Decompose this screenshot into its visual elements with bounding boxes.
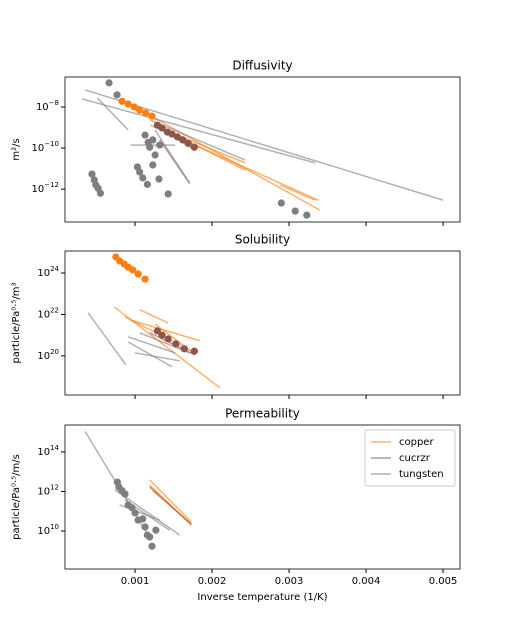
data-point: [149, 136, 157, 144]
data-line: [130, 319, 200, 342]
data-point: [173, 133, 182, 141]
y-tick-label: 10−10: [31, 140, 59, 154]
data-point: [139, 174, 147, 182]
data-point: [179, 136, 187, 144]
x-tick-label: 0.004: [352, 576, 381, 587]
data-point: [164, 335, 172, 343]
data-line: [84, 89, 444, 201]
data-line: [134, 352, 180, 362]
data-point: [134, 270, 142, 278]
data-line: [149, 479, 192, 523]
axes-frame: [64, 76, 461, 223]
data-point: [155, 175, 163, 183]
data-point: [121, 490, 129, 498]
legend-box: [364, 429, 456, 487]
data-line: [139, 308, 169, 324]
chart-title: Solubility: [235, 233, 290, 247]
data-point: [164, 190, 172, 198]
plot-area: [87, 253, 221, 389]
data-point: [136, 168, 144, 176]
data-line: [130, 104, 321, 211]
data-point: [146, 143, 154, 151]
chart-title: Permeability: [225, 407, 300, 421]
data-line: [127, 336, 176, 354]
data-point: [96, 189, 105, 197]
data-point: [141, 523, 149, 531]
legend-label: cucrzr: [399, 453, 431, 464]
data-point: [142, 109, 150, 117]
data-point: [151, 151, 159, 159]
data-point: [105, 79, 113, 87]
axes-frame: [64, 250, 461, 396]
data-point: [148, 542, 156, 550]
x-axis-label: Inverse temperature (1/K): [197, 592, 327, 603]
data-point: [158, 124, 166, 132]
data-point: [124, 100, 132, 108]
data-point: [168, 130, 176, 138]
chart-title: Diffusivity: [232, 59, 292, 73]
data-point: [131, 509, 139, 517]
data-line: [87, 312, 127, 366]
data-point: [128, 504, 136, 512]
data-point: [148, 112, 156, 120]
y-axis-label: particle/Pa⁰·⁵/m³: [11, 282, 22, 363]
plot-area: [84, 430, 192, 550]
y-tick-label: 1022: [37, 306, 59, 320]
axes-frame: [64, 424, 461, 570]
data-point: [291, 207, 299, 215]
data-point: [152, 526, 160, 534]
data-line: [127, 341, 173, 368]
data-point: [190, 347, 198, 355]
data-line: [96, 97, 129, 131]
data-point: [158, 331, 166, 339]
data-line: [150, 119, 246, 161]
data-point: [118, 97, 126, 105]
y-tick-label: 1010: [37, 523, 59, 537]
data-point: [141, 275, 149, 283]
data-point: [149, 161, 157, 169]
data-point: [141, 131, 149, 139]
data-point: [277, 199, 285, 207]
data-line: [279, 184, 316, 201]
data-line: [154, 129, 191, 184]
y-tick-label: 10−12: [31, 181, 59, 195]
y-axis-label: m²/s: [11, 138, 22, 160]
y-axis-label: particle/Pa⁰·⁵/m/s: [11, 454, 22, 540]
x-tick-label: 0.005: [429, 576, 458, 587]
data-line: [149, 486, 192, 525]
data-point: [146, 533, 154, 541]
data-point: [156, 141, 164, 149]
data-point: [136, 106, 144, 114]
plot-area: [81, 79, 444, 219]
data-line: [81, 98, 316, 164]
data-point: [190, 143, 198, 151]
data-point: [180, 345, 188, 353]
data-point: [143, 180, 151, 188]
data-point: [139, 515, 147, 523]
y-tick-label: 1024: [37, 265, 59, 279]
data-point: [130, 103, 138, 111]
data-point: [88, 170, 96, 178]
data-point: [153, 327, 161, 335]
data-point: [303, 211, 311, 219]
x-tick-label: 0.001: [121, 576, 150, 587]
y-tick-label: 1014: [37, 444, 59, 458]
y-tick-label: 1020: [37, 348, 59, 362]
x-tick-label: 0.003: [275, 576, 304, 587]
data-point: [172, 340, 180, 348]
legend-label: tungsten: [399, 469, 444, 480]
y-tick-label: 1012: [37, 483, 59, 497]
data-point: [113, 91, 121, 99]
data-point: [129, 266, 137, 274]
data-point: [184, 139, 192, 147]
x-tick-label: 0.002: [198, 576, 227, 587]
legend-label: copper: [399, 437, 434, 448]
y-tick-label: 10−8: [36, 99, 59, 113]
data-line: [154, 323, 196, 355]
